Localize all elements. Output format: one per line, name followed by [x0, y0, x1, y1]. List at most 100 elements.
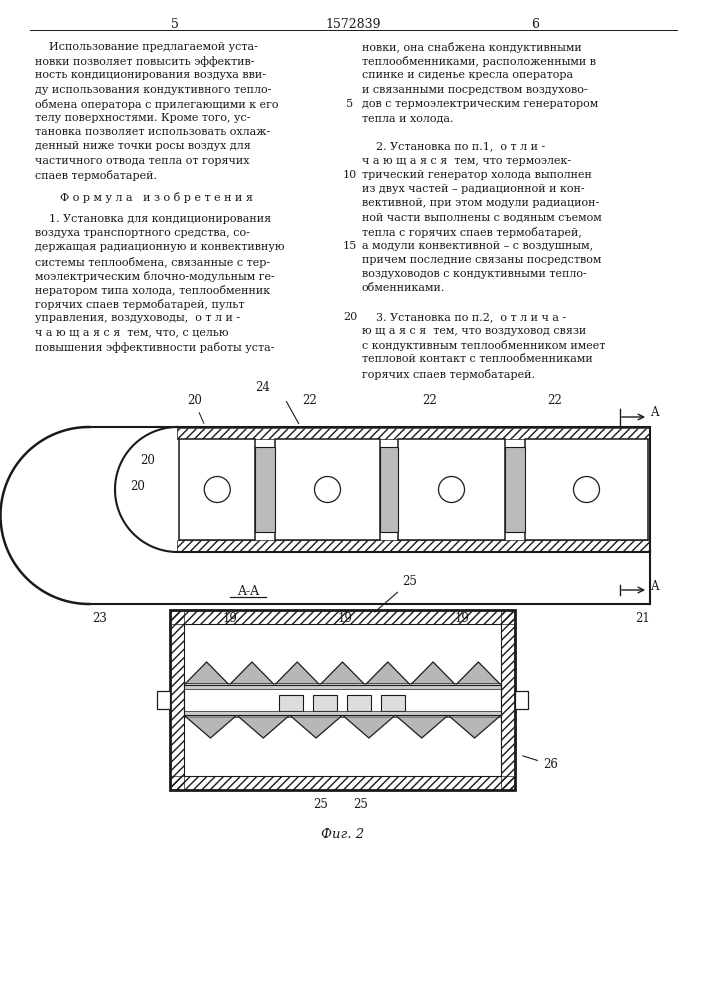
Text: 23: 23 — [93, 612, 107, 625]
Text: спинке и сиденье кресла оператора: спинке и сиденье кресла оператора — [362, 70, 573, 80]
Text: 5: 5 — [171, 18, 179, 31]
Text: воздуховодов с кондуктивными тепло-: воздуховодов с кондуктивными тепло- — [362, 269, 587, 279]
Polygon shape — [321, 662, 364, 684]
Text: теплообменниками, расположенными в: теплообменниками, расположенными в — [362, 56, 596, 67]
Text: Использование предлагаемой уста-: Использование предлагаемой уста- — [35, 42, 258, 52]
Polygon shape — [185, 716, 236, 738]
Polygon shape — [366, 662, 409, 684]
Text: обменниками.: обменниками. — [362, 283, 445, 293]
Text: а модули конвективной – с воздушным,: а модули конвективной – с воздушным, — [362, 241, 593, 251]
Text: 3. Установка по п.2,  о т л и ч а -: 3. Установка по п.2, о т л и ч а - — [362, 312, 566, 322]
Text: Фиг. 2: Фиг. 2 — [321, 828, 364, 841]
Polygon shape — [344, 716, 395, 738]
Text: и связанными посредством воздухово-: и связанными посредством воздухово- — [362, 85, 588, 95]
Text: ду использования кондуктивного тепло-: ду использования кондуктивного тепло- — [35, 85, 271, 95]
Text: 20: 20 — [141, 454, 156, 466]
Bar — [348, 695, 371, 711]
Text: 5: 5 — [346, 99, 354, 109]
Text: воздуха транспортного средства, со-: воздуха транспортного средства, со- — [35, 228, 250, 238]
Bar — [170, 610, 184, 790]
Text: Ф о р м у л а   и з о б р е т е н и я: Ф о р м у л а и з о б р е т е н и я — [60, 192, 253, 203]
Polygon shape — [230, 662, 274, 684]
Text: 19: 19 — [223, 612, 238, 625]
Text: горячих спаев термобатарей.: горячих спаев термобатарей. — [362, 369, 535, 380]
Text: тепла с горячих спаев термобатарей,: тепла с горячих спаев термобатарей, — [362, 227, 582, 238]
Text: 26: 26 — [522, 756, 558, 771]
Polygon shape — [457, 662, 500, 684]
Text: обмена оператора с прилегающими к его: обмена оператора с прилегающими к его — [35, 99, 279, 110]
Text: системы теплообмена, связанные с тер-: системы теплообмена, связанные с тер- — [35, 257, 270, 268]
Text: ч а ю щ а я с я  тем, что термоэлек-: ч а ю щ а я с я тем, что термоэлек- — [362, 156, 571, 166]
Text: 6: 6 — [531, 18, 539, 31]
Text: 20: 20 — [187, 394, 202, 407]
Bar — [515, 691, 528, 709]
Text: дов с термоэлектрическим генератором: дов с термоэлектрическим генератором — [362, 99, 598, 109]
Text: 15: 15 — [343, 241, 357, 251]
Polygon shape — [449, 716, 500, 738]
Text: телу поверхностями. Кроме того, ус-: телу поверхностями. Кроме того, ус- — [35, 113, 250, 123]
Polygon shape — [291, 716, 341, 738]
Circle shape — [573, 477, 600, 502]
Text: 20: 20 — [343, 312, 357, 322]
Bar — [177, 540, 650, 551]
Text: горячих спаев термобатарей, пульт: горячих спаев термобатарей, пульт — [35, 299, 245, 310]
Text: 1572839: 1572839 — [325, 18, 381, 31]
Text: 22: 22 — [303, 394, 317, 407]
Bar — [170, 610, 515, 790]
Text: A-A: A-A — [237, 585, 259, 598]
Circle shape — [204, 477, 230, 502]
Bar — [157, 691, 170, 709]
Text: причем последние связаны посредством: причем последние связаны посредством — [362, 255, 602, 265]
Bar — [184, 711, 501, 717]
Text: ной части выполнены с водяным съемом: ной части выполнены с водяным съемом — [362, 212, 602, 222]
Polygon shape — [397, 716, 447, 738]
Text: тановка позволяет использовать охлаж-: тановка позволяет использовать охлаж- — [35, 127, 270, 137]
Text: A: A — [650, 406, 658, 420]
Text: 19: 19 — [337, 612, 352, 625]
Text: 24: 24 — [255, 381, 271, 394]
Text: спаев термобатарей.: спаев термобатарей. — [35, 170, 157, 181]
Circle shape — [315, 477, 341, 502]
Text: трический генератор холода выполнен: трический генератор холода выполнен — [362, 170, 592, 180]
Text: A: A — [650, 580, 658, 592]
Bar — [525, 439, 648, 540]
Bar — [180, 439, 255, 540]
Text: новки, она снабжена кондуктивными: новки, она снабжена кондуктивными — [362, 42, 582, 53]
Polygon shape — [238, 716, 288, 738]
Text: денный ниже точки росы воздух для: денный ниже точки росы воздух для — [35, 141, 251, 151]
Bar — [380, 447, 398, 532]
Text: 19: 19 — [455, 612, 469, 625]
Bar — [184, 716, 501, 776]
Bar — [279, 695, 303, 711]
Text: частичного отвода тепла от горячих: частичного отвода тепла от горячих — [35, 156, 250, 166]
Bar — [184, 624, 501, 684]
Text: 20: 20 — [131, 480, 146, 492]
Text: 25: 25 — [353, 798, 368, 811]
Text: 10: 10 — [343, 170, 357, 180]
Text: 22: 22 — [423, 394, 438, 407]
Text: ность кондиционирования воздуха вви-: ность кондиционирования воздуха вви- — [35, 70, 266, 80]
Bar — [313, 695, 337, 711]
Text: нератором типа холода, теплообменник: нератором типа холода, теплообменник — [35, 285, 270, 296]
Bar — [255, 447, 275, 532]
Bar — [398, 439, 505, 540]
Text: ч а ю щ а я с я  тем, что, с целью: ч а ю щ а я с я тем, что, с целью — [35, 328, 228, 338]
Bar — [177, 428, 650, 439]
Text: управления, воздуховоды,  о т л и -: управления, воздуховоды, о т л и - — [35, 313, 240, 323]
Bar — [275, 439, 380, 540]
Polygon shape — [411, 662, 455, 684]
Text: новки позволяет повысить эффектив-: новки позволяет повысить эффектив- — [35, 56, 255, 67]
Text: 2. Установка по п.1,  о т л и -: 2. Установка по п.1, о т л и - — [362, 141, 545, 151]
Text: 22: 22 — [548, 394, 562, 407]
Bar — [184, 683, 501, 689]
Text: тепла и холода.: тепла и холода. — [362, 113, 453, 123]
Text: с кондуктивным теплообменником имеет: с кондуктивным теплообменником имеет — [362, 340, 605, 351]
Text: ю щ а я с я  тем, что воздуховод связи: ю щ а я с я тем, что воздуховод связи — [362, 326, 586, 336]
Text: тепловой контакт с теплообменниками: тепловой контакт с теплообменниками — [362, 354, 592, 364]
Bar — [170, 610, 515, 624]
Text: вективной, при этом модули радиацион-: вективной, при этом модули радиацион- — [362, 198, 600, 208]
Polygon shape — [185, 662, 228, 684]
Bar — [505, 447, 525, 532]
Polygon shape — [276, 662, 319, 684]
Text: 25: 25 — [313, 798, 328, 811]
